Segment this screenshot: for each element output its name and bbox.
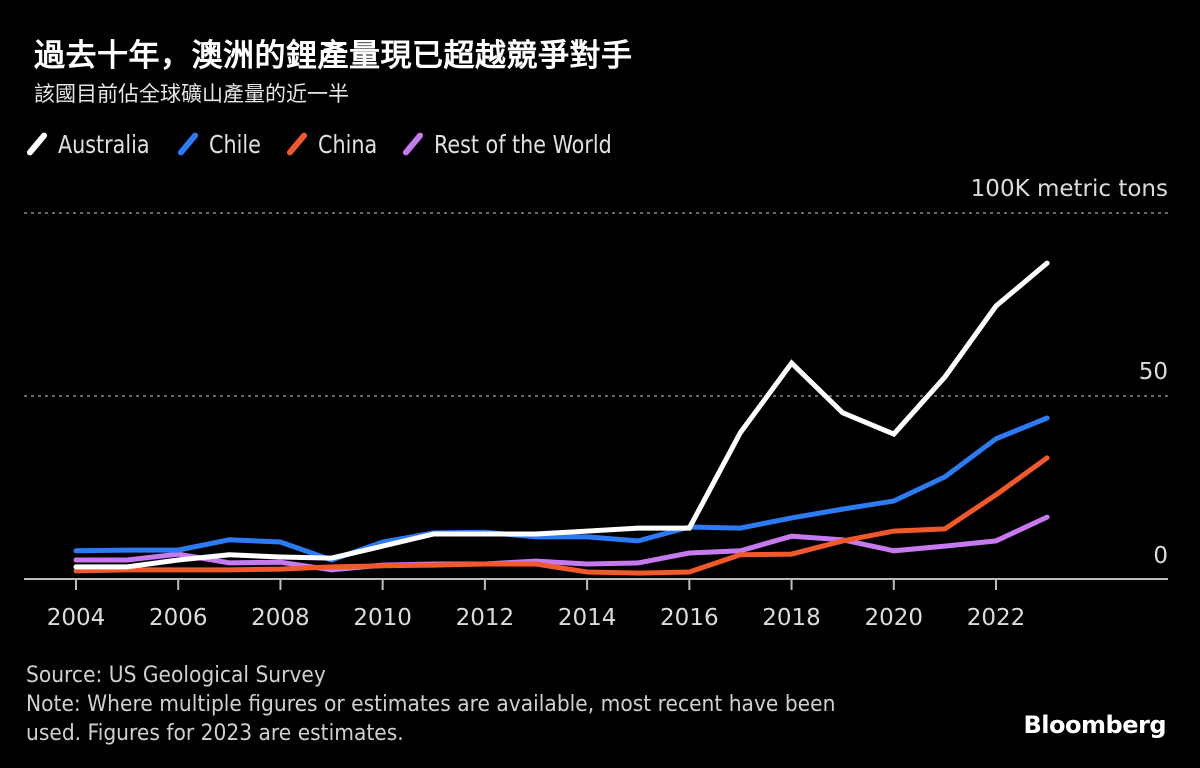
legend-item-australia: Australia [24, 128, 157, 160]
legend-label: Rest of the World [434, 129, 612, 159]
x-tick-label: 2014 [558, 605, 617, 631]
footer-notes: Source: US Geological Survey Note: Where… [26, 661, 835, 748]
legend-item-chile: Chile [175, 128, 265, 160]
legend-label: Australia [58, 129, 150, 159]
legend-item-china: China [284, 128, 382, 160]
series-lines [73, 260, 1050, 576]
x-tick-label: 2012 [456, 605, 515, 631]
source-text: Source: US Geological Survey [26, 663, 326, 688]
bloomberg-logo: Bloomberg [1023, 711, 1167, 739]
x-tick-label: 2018 [762, 605, 821, 631]
legend: Australia Chile China Rest of the World [24, 128, 645, 160]
x-tick-label: 2020 [865, 605, 924, 631]
legend-label: Chile [209, 129, 262, 159]
series-line-australia [73, 260, 1050, 570]
y-axis-labels: 0 50 100K metric tons [971, 176, 1168, 569]
note-text-line2: used. Figures for 2023 are estimates. [26, 721, 404, 746]
y-tick-label: 0 [1153, 543, 1168, 569]
x-tick-label: 2004 [47, 605, 106, 631]
series-line-china [73, 455, 1050, 576]
gridlines [24, 212, 1168, 397]
legend-item-rest-of-world: Rest of the World [400, 128, 627, 160]
chart-title: 過去十年，澳洲的鋰產量現已超越競爭對手 [34, 38, 633, 74]
y-tick-label: 100K metric tons [971, 176, 1168, 202]
x-axis: 2004 2006 2008 2010 2012 2014 2016 2018 2020 2022 [24, 578, 1168, 631]
chart-subtitle: 該國目前佔全球礦山產量的近一半 [34, 82, 349, 106]
series-line-chile [73, 415, 1050, 563]
x-tick-label: 2016 [660, 605, 719, 631]
x-tick-label: 2010 [353, 605, 412, 631]
x-tick-label: 2022 [967, 605, 1026, 631]
note-text-line1: Note: Where multiple figures or estimate… [26, 692, 836, 717]
y-tick-label: 50 [1139, 359, 1168, 385]
x-tick-label: 2006 [149, 605, 208, 631]
x-tick-label: 2008 [251, 605, 310, 631]
series-line-rest-of-the-world [73, 514, 1050, 573]
legend-label: China [317, 129, 377, 159]
